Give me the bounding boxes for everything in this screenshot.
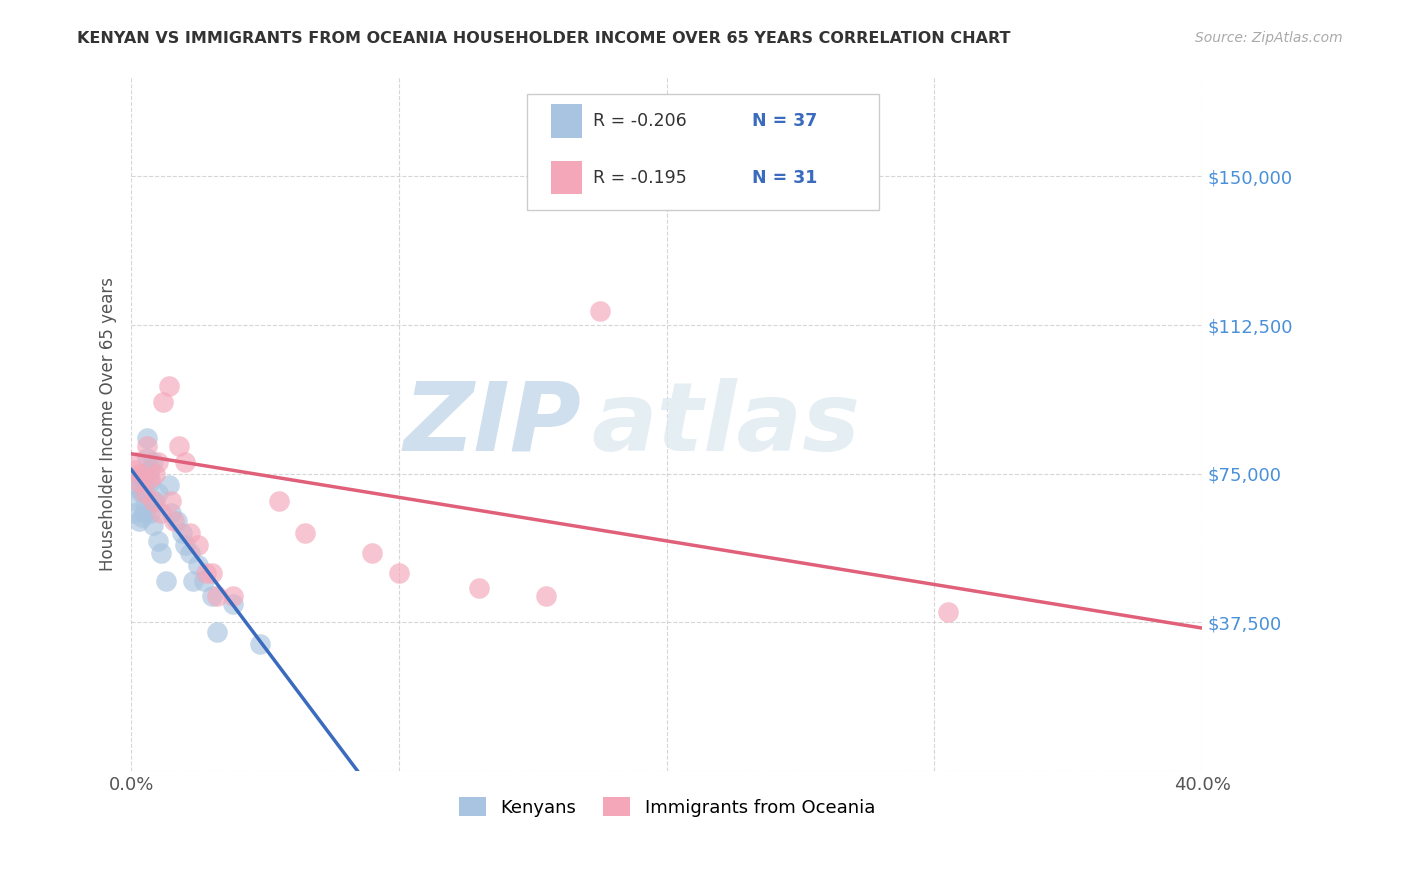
Point (149, 546, 172, 560)
Point (936, 605, 959, 619)
Point (134, 498, 156, 512)
Point (139, 470, 162, 484)
Text: KENYAN VS IMMIGRANTS FROM OCEANIA HOUSEHOLDER INCOME OVER 65 YEARS CORRELATION C: KENYAN VS IMMIGRANTS FROM OCEANIA HOUSEH… (77, 31, 1011, 46)
Point (267, 494, 290, 508)
Point (157, 379, 180, 393)
Point (187, 558, 209, 572)
Point (142, 518, 165, 533)
Point (122, 462, 145, 476)
Point (128, 483, 150, 497)
Point (181, 574, 204, 588)
Point (173, 538, 195, 552)
Point (160, 494, 183, 508)
Point (134, 486, 156, 500)
Point (131, 486, 153, 500)
Point (166, 514, 188, 528)
Text: ZIP: ZIP (404, 377, 581, 471)
Point (139, 506, 162, 520)
Point (143, 494, 166, 508)
Point (139, 475, 162, 489)
Point (131, 467, 153, 481)
Point (134, 506, 156, 520)
Point (193, 574, 215, 588)
Point (146, 533, 169, 548)
Point (179, 546, 201, 560)
Point (139, 462, 162, 476)
Point (131, 510, 153, 524)
Point (146, 486, 169, 500)
Legend: Kenyans, Immigrants from Oceania: Kenyans, Immigrants from Oceania (451, 790, 882, 824)
Point (122, 506, 145, 520)
Point (125, 494, 148, 508)
Text: R = -0.206: R = -0.206 (593, 112, 688, 130)
Point (200, 566, 222, 580)
Point (361, 546, 384, 560)
Point (163, 514, 186, 528)
Point (149, 506, 172, 520)
Point (142, 455, 165, 469)
Point (294, 526, 316, 541)
Y-axis label: Householder Income Over 65 years: Householder Income Over 65 years (100, 277, 117, 571)
Text: N = 31: N = 31 (752, 169, 817, 186)
Point (169, 439, 191, 453)
Point (152, 395, 174, 409)
Point (155, 574, 177, 588)
Point (249, 637, 271, 651)
Point (125, 478, 148, 492)
Point (157, 478, 180, 492)
Point (205, 590, 228, 604)
Point (134, 475, 156, 489)
Point (146, 455, 169, 469)
Point (136, 450, 159, 465)
Point (128, 467, 150, 481)
Point (187, 538, 209, 552)
Text: atlas: atlas (592, 377, 860, 471)
Point (536, 590, 558, 604)
Point (136, 439, 159, 453)
Text: N = 37: N = 37 (752, 112, 817, 130)
Point (222, 597, 245, 611)
Point (468, 582, 491, 596)
Point (128, 475, 150, 489)
Point (136, 431, 159, 445)
Point (128, 514, 150, 528)
Point (143, 467, 166, 481)
Point (205, 625, 228, 640)
Point (172, 526, 194, 541)
Point (222, 590, 245, 604)
Point (200, 590, 222, 604)
Point (142, 494, 165, 508)
Point (195, 566, 218, 580)
Text: Source: ZipAtlas.com: Source: ZipAtlas.com (1195, 31, 1343, 45)
Point (173, 455, 195, 469)
Point (125, 455, 148, 469)
Point (131, 470, 153, 484)
Point (160, 506, 183, 520)
Text: R = -0.195: R = -0.195 (593, 169, 688, 186)
Point (589, 304, 612, 318)
Point (179, 526, 201, 541)
Point (388, 566, 411, 580)
